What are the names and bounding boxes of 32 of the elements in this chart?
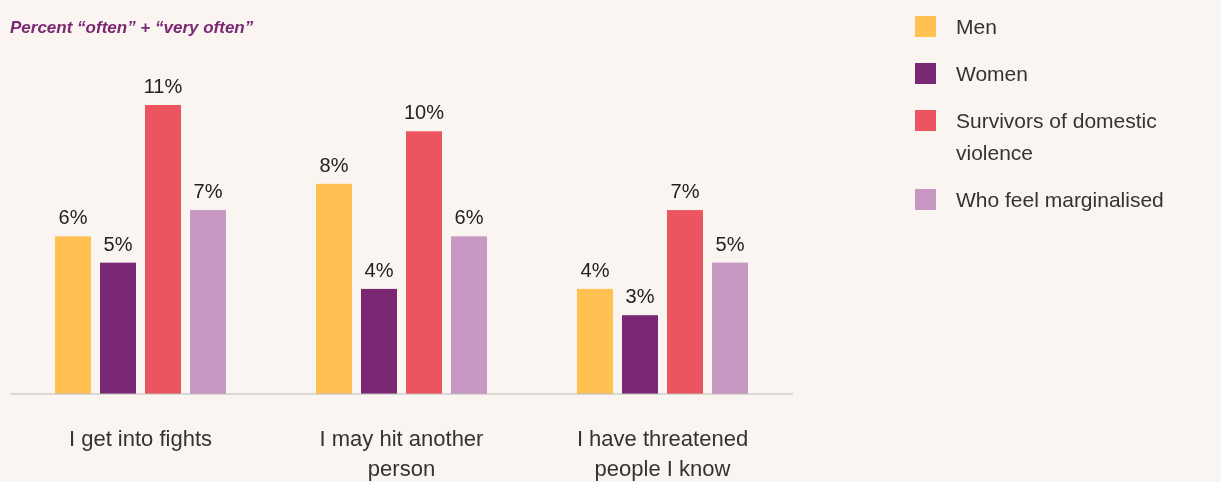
x-tick-label: I may hit another person: [319, 426, 484, 481]
bar: [100, 262, 136, 394]
chart-title: Percent “often” + “very often”: [10, 18, 254, 37]
x-tick-label: I have threatened people I know: [576, 426, 749, 481]
data-label: 10%: [403, 101, 445, 124]
bar: [667, 210, 703, 394]
bar: [145, 105, 181, 394]
data-label: 3%: [625, 285, 655, 308]
legend-label: Survivors of domestic violence: [956, 109, 1157, 164]
data-label: 8%: [319, 153, 349, 176]
data-label: 5%: [715, 232, 745, 255]
bar: [406, 131, 442, 394]
bar: [361, 288, 397, 394]
data-label: 5%: [103, 232, 133, 255]
bar: [451, 236, 487, 394]
x-tick-label: I get into fights: [68, 426, 213, 451]
bar: [190, 210, 226, 394]
data-label: 4%: [580, 258, 610, 281]
legend-label: Who feel marginalised: [956, 188, 1164, 211]
data-label: 4%: [364, 258, 394, 281]
bar: [577, 288, 613, 394]
data-label: 11%: [143, 75, 183, 97]
data-label: 7%: [670, 180, 700, 203]
bar: [316, 183, 352, 394]
bar: [55, 236, 91, 394]
data-label: 6%: [454, 206, 484, 229]
bar: [712, 262, 748, 394]
legend-label: Men: [956, 15, 997, 38]
data-label: 6%: [58, 206, 88, 229]
data-label: 7%: [193, 180, 223, 203]
bar: [622, 315, 658, 394]
legend-label: Women: [956, 62, 1028, 85]
